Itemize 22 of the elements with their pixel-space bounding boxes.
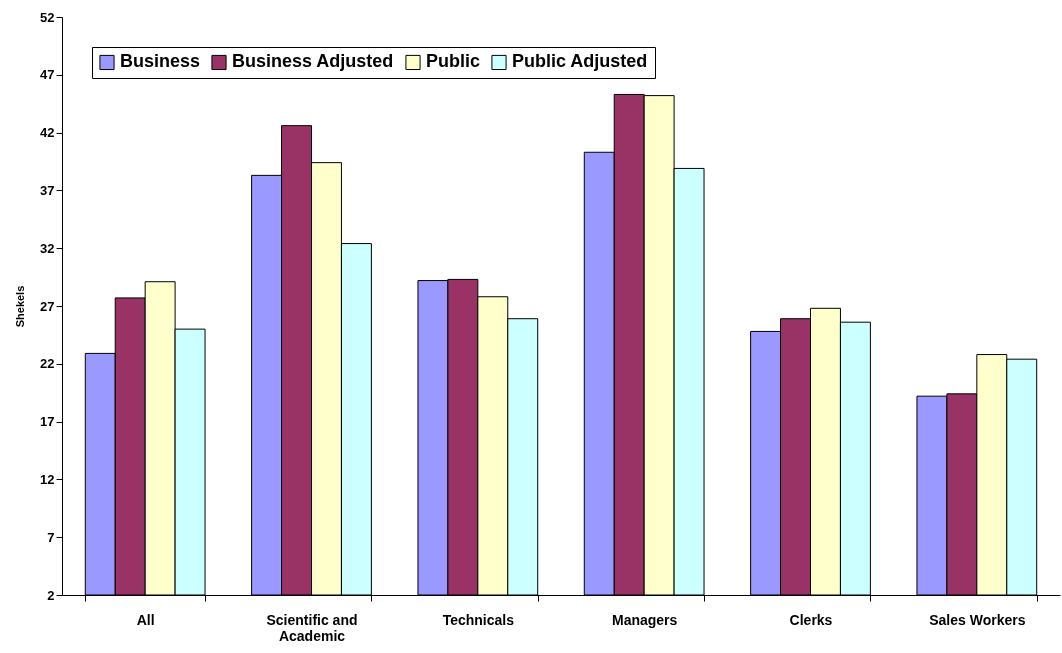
- y-tick-label: 27: [40, 298, 55, 314]
- y-tick-label: 42: [40, 125, 55, 141]
- x-tick-label: Scientific and Academic: [266, 611, 358, 644]
- y-tick-label: 12: [40, 471, 55, 487]
- y-tick-label: 37: [40, 182, 55, 198]
- legend-label: Business: [120, 51, 201, 72]
- x-tick-label: Managers: [611, 611, 678, 628]
- x-tick-label: All: [136, 611, 155, 628]
- y-tick-label: 2: [47, 587, 55, 603]
- y-tick-label: 17: [40, 414, 55, 430]
- y-axis-title: Shekels: [14, 285, 27, 328]
- y-tick-label: 52: [40, 9, 55, 25]
- legend-label: Public Adjusted: [512, 51, 648, 72]
- y-tick-label: 32: [40, 240, 55, 256]
- y-tick-label: 22: [40, 356, 55, 372]
- legend-label: Public: [426, 51, 481, 72]
- x-tick-label: Clerks: [789, 611, 833, 628]
- x-tick-label: Sales Workers: [929, 611, 1026, 628]
- y-tick-label: 7: [47, 529, 55, 545]
- y-tick-label: 47: [40, 67, 55, 83]
- legend-label: Business Adjusted: [232, 51, 394, 72]
- x-tick-label: Technicals: [442, 611, 515, 628]
